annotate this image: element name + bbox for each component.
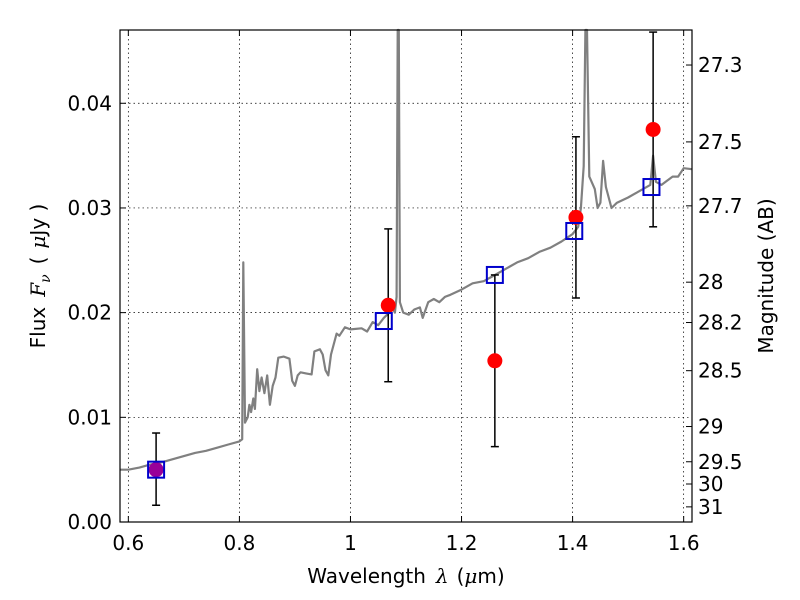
model-band-marker	[565, 221, 584, 240]
y-axis-label-text: Flux	[26, 307, 50, 349]
model-band-marker	[147, 460, 166, 479]
y2-tick-label: 28	[698, 270, 723, 294]
observed-point	[645, 121, 661, 137]
x-tick-label: 1	[344, 531, 357, 555]
y2-tick-label: 29.5	[698, 450, 743, 474]
x-tick-label: 1.6	[668, 531, 700, 555]
x-axis-label-unit-rest: m)	[477, 564, 504, 588]
y-tick-label: 0.02	[67, 301, 112, 325]
x-tick-label: 0.8	[223, 531, 255, 555]
x-tick-label: 0.6	[112, 531, 144, 555]
y-tick-label: 0.03	[67, 196, 112, 220]
x-axis-label: Wavelength λ (μm)	[307, 564, 504, 588]
y2-tick-label: 27.3	[698, 53, 743, 77]
y-axis-label-unit-mu: μ	[26, 236, 50, 249]
y-axis-label-subscript: ν	[38, 274, 54, 283]
model-band-markers	[147, 178, 661, 479]
y2-tick-label: 30	[698, 472, 723, 496]
ticks: 0.6 0.8 1 1.2 1.4 1.6 0.00 0.01 0.02 0.03 0.04 27.3…	[67, 30, 743, 555]
observed-point	[380, 297, 396, 313]
observed-points	[148, 121, 661, 478]
y-tick-label: 0.04	[67, 91, 112, 115]
y2-axis-label: Magnitude (AB)	[754, 198, 778, 353]
axes-frame	[119, 29, 693, 523]
y-axis-label-symbol: F	[26, 282, 50, 298]
x-tick-label: 1.4	[557, 531, 589, 555]
x-axis-label-text: Wavelength	[307, 564, 426, 588]
y-axis-label-unit-open: (	[26, 257, 50, 265]
y-tick-label: 0.01	[67, 405, 112, 429]
model-band-marker	[485, 265, 504, 284]
observed-point	[148, 462, 164, 478]
spectrum-line	[120, 28, 693, 471]
y2-tick-label: 28.2	[698, 311, 743, 335]
model-band-marker	[642, 178, 661, 197]
spectrum	[120, 28, 693, 471]
y-axis-label-unit-rest: Jy )	[26, 204, 50, 238]
y2-tick-label: 27.5	[698, 130, 743, 154]
observed-point	[487, 353, 503, 369]
y2-tick-label: 28.5	[698, 359, 743, 383]
y2-tick-label: 31	[698, 495, 723, 519]
x-axis-label-symbol: λ	[435, 564, 449, 588]
y2-tick-label: 27.7	[698, 194, 743, 218]
x-axis-label-unit-open: (	[457, 564, 465, 588]
grid-lines	[120, 30, 692, 523]
y-axis-label: Flux Fν ( μJy )	[26, 204, 54, 349]
y-tick-label: 0.00	[67, 510, 112, 534]
model-band-marker	[374, 312, 393, 331]
observed-point	[568, 209, 584, 225]
y2-tick-label: 29	[698, 415, 723, 439]
x-axis-label-unit-mu: μ	[464, 564, 477, 588]
x-tick-label: 1.2	[446, 531, 478, 555]
